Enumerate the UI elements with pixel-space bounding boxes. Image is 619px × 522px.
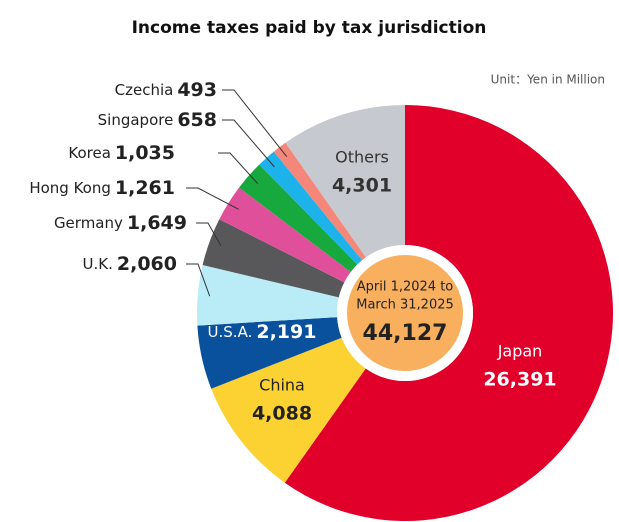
slice [259, 151, 363, 265]
slice-label: Singapore 658 [98, 109, 217, 131]
slice-value: 493 [177, 79, 217, 101]
center-text: April 1,2024 to [357, 280, 454, 295]
slice-value: 2,060 [117, 253, 177, 275]
slice-label: Korea 1,035 [68, 142, 175, 164]
slice [219, 187, 351, 283]
slice [284, 105, 613, 521]
slice [211, 337, 366, 483]
unit-note: Unit：Yen in Million [491, 73, 605, 87]
slice [197, 265, 339, 326]
slice [285, 105, 405, 258]
slice-name: Singapore [98, 111, 174, 129]
slice-label: Czechia 493 [115, 79, 217, 101]
slice-name: Japan [497, 342, 543, 361]
slice-value: 1,649 [127, 212, 187, 234]
slice-label: U.K. 2,060 [83, 253, 177, 275]
slice-label: Germany 1,649 [54, 212, 187, 234]
leader-line [218, 152, 259, 184]
slice [273, 142, 366, 261]
leader-line [186, 263, 211, 297]
slice [197, 317, 342, 389]
slice-name: Others [335, 148, 389, 167]
chart-title: Income taxes paid by tax jurisdiction [132, 18, 487, 38]
leader-line [222, 89, 288, 157]
slice-label: U.S.A. 2,191 [208, 321, 317, 343]
slice-name: U.S.A. [208, 323, 253, 341]
leader-line [222, 119, 275, 168]
leader-line [186, 187, 239, 210]
slice-value: 4,301 [332, 175, 392, 197]
slice-value: 26,391 [483, 369, 556, 391]
slice-name: Korea [68, 144, 111, 162]
slice-value: 4,088 [252, 403, 312, 425]
slice-label: Hong Kong 1,261 [29, 177, 175, 199]
slice-name: U.K. [83, 255, 113, 273]
slice-name: Germany [54, 214, 123, 232]
center-total: 44,127 [363, 321, 448, 346]
leader-line [196, 222, 222, 247]
slice-name: China [259, 376, 305, 395]
slice [202, 219, 345, 298]
center-text: March 31,2025 [356, 298, 454, 313]
center-disc [347, 255, 463, 371]
slice-name: Czechia [115, 81, 174, 99]
slice-value: 658 [177, 109, 217, 131]
slice-value: 1,261 [115, 177, 175, 199]
slice-name: Hong Kong [29, 179, 111, 197]
slice-value: 2,191 [256, 321, 316, 343]
slice [239, 164, 358, 273]
slice-value: 1,035 [115, 142, 175, 164]
